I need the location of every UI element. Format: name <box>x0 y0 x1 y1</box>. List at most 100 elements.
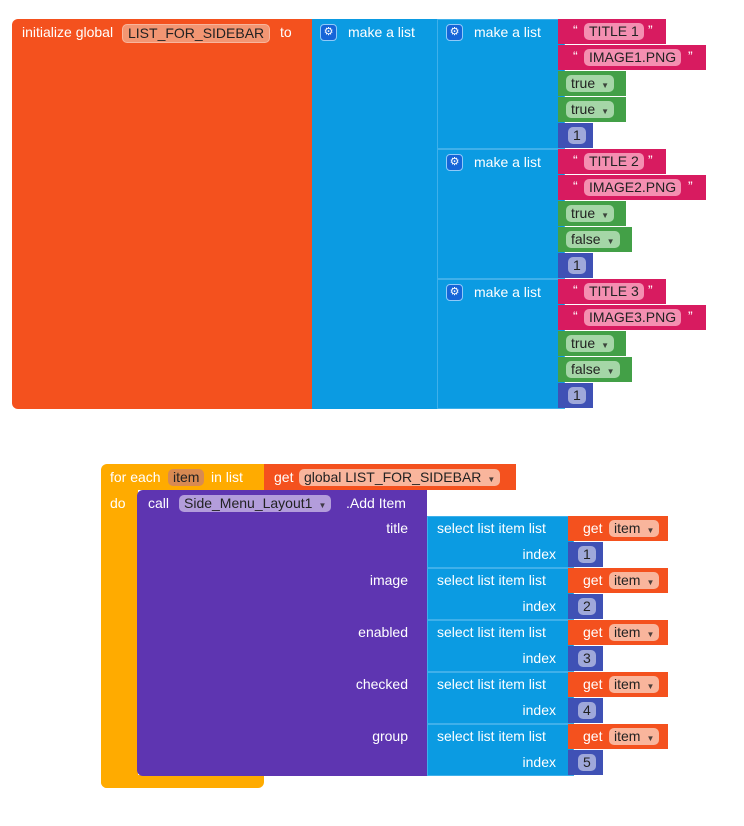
global-variable-dropdown-value: global LIST_FOR_SIDEBAR <box>304 469 482 485</box>
get-label: get <box>583 572 603 588</box>
get-label: get <box>274 469 294 485</box>
initialize-global-block[interactable] <box>12 19 312 409</box>
dropdown-arrow-icon[interactable]: ▼ <box>601 81 610 90</box>
gear-icon[interactable]: ⚙ <box>446 24 463 41</box>
item-variable-dropdown[interactable]: item ▼ <box>609 624 660 641</box>
text-field[interactable]: TITLE 2 <box>584 153 644 170</box>
boolean-dropdown[interactable]: false ▼ <box>566 231 620 248</box>
param-label-title: title <box>386 520 408 536</box>
quote-close: ” <box>648 282 653 298</box>
in-list-label: in list <box>211 469 243 485</box>
get-label: get <box>583 624 603 640</box>
select-list-item-block[interactable] <box>427 672 574 724</box>
select-list-item-label: select list item list <box>437 572 546 588</box>
quote-open: “ <box>573 22 578 38</box>
make-list-outer-block[interactable] <box>312 19 437 409</box>
number-field[interactable]: 1 <box>568 127 586 144</box>
text-field[interactable]: IMAGE1.PNG <box>584 49 682 66</box>
boolean-dropdown[interactable]: false ▼ <box>566 361 620 378</box>
boolean-dropdown[interactable]: true ▼ <box>566 75 615 92</box>
text-field[interactable]: TITLE 1 <box>584 23 644 40</box>
dropdown-arrow-icon[interactable]: ▼ <box>606 237 615 246</box>
gear-icon[interactable]: ⚙ <box>320 24 337 41</box>
call-add-item-block[interactable] <box>137 490 427 776</box>
variable-name-field[interactable]: LIST_FOR_SIDEBAR <box>122 24 271 43</box>
index-label: index <box>522 598 556 614</box>
item-variable-dropdown[interactable]: item ▼ <box>609 676 660 693</box>
index-number-field[interactable]: 1 <box>578 546 596 563</box>
method-label: .Add Item <box>346 495 406 511</box>
quote-open: “ <box>573 152 578 168</box>
do-label: do <box>110 495 126 511</box>
boolean-dropdown-value: true <box>571 75 596 91</box>
boolean-dropdown-value: true <box>571 205 596 221</box>
dropdown-arrow-icon[interactable]: ▼ <box>646 578 655 587</box>
item-variable-dropdown-value: item <box>614 676 641 692</box>
number-field[interactable]: 1 <box>568 257 586 274</box>
text-field[interactable]: IMAGE2.PNG <box>584 179 682 196</box>
item-variable-dropdown[interactable]: item ▼ <box>609 728 660 745</box>
init-to-label: to <box>280 24 292 40</box>
dropdown-arrow-icon[interactable]: ▼ <box>646 526 655 535</box>
loop-variable-field[interactable]: item <box>168 469 205 486</box>
param-label-group: group <box>372 728 408 744</box>
boolean-dropdown[interactable]: true ▼ <box>566 101 615 118</box>
number-field[interactable]: 1 <box>568 387 586 404</box>
gear-icon[interactable]: ⚙ <box>446 284 463 301</box>
quote-open: “ <box>573 308 578 324</box>
component-dropdown[interactable]: Side_Menu_Layout1 ▼ <box>179 495 332 512</box>
param-label-checked: checked <box>355 676 408 692</box>
init-label: initialize global <box>22 24 114 40</box>
gear-icon[interactable]: ⚙ <box>446 154 463 171</box>
boolean-dropdown[interactable]: true ▼ <box>566 205 615 222</box>
item-variable-dropdown[interactable]: item ▼ <box>609 572 660 589</box>
item-variable-dropdown-value: item <box>614 572 641 588</box>
quote-close: ” <box>648 22 653 38</box>
dropdown-arrow-icon[interactable]: ▼ <box>606 367 615 376</box>
param-label-enabled: enabled <box>358 624 408 640</box>
dropdown-arrow-icon[interactable]: ▼ <box>318 501 327 510</box>
for-each-arm <box>101 490 138 788</box>
boolean-dropdown-value: true <box>571 101 596 117</box>
dropdown-arrow-icon[interactable]: ▼ <box>646 734 655 743</box>
index-label: index <box>522 650 556 666</box>
item-variable-dropdown[interactable]: item ▼ <box>609 520 660 537</box>
index-number-field[interactable]: 3 <box>578 650 596 667</box>
dropdown-arrow-icon[interactable]: ▼ <box>646 630 655 639</box>
for-each-label: for each <box>110 469 161 485</box>
select-list-item-label: select list item list <box>437 624 546 640</box>
index-number-field[interactable]: 4 <box>578 702 596 719</box>
select-list-item-label: select list item list <box>437 728 546 744</box>
text-field[interactable]: IMAGE3.PNG <box>584 309 682 326</box>
component-dropdown-value: Side_Menu_Layout1 <box>184 495 313 511</box>
make-list-label: make a list <box>474 284 541 300</box>
boolean-dropdown-value: false <box>571 361 601 377</box>
quote-open: “ <box>573 48 578 64</box>
get-label: get <box>583 728 603 744</box>
quote-close: ” <box>688 48 693 64</box>
dropdown-arrow-icon[interactable]: ▼ <box>601 211 610 220</box>
select-list-item-block[interactable] <box>427 620 574 672</box>
dropdown-arrow-icon[interactable]: ▼ <box>646 682 655 691</box>
boolean-dropdown-value: false <box>571 231 601 247</box>
index-label: index <box>522 754 556 770</box>
make-list-label: make a list <box>474 154 541 170</box>
param-label-image: image <box>369 572 408 588</box>
quote-close: ” <box>688 308 693 324</box>
dropdown-arrow-icon[interactable]: ▼ <box>601 107 610 116</box>
get-label: get <box>583 676 603 692</box>
index-label: index <box>522 546 556 562</box>
make-list-label: make a list <box>474 24 541 40</box>
boolean-dropdown[interactable]: true ▼ <box>566 335 615 352</box>
quote-close: ” <box>688 178 693 194</box>
text-field[interactable]: TITLE 3 <box>584 283 644 300</box>
get-label: get <box>583 520 603 536</box>
index-label: index <box>522 702 556 718</box>
dropdown-arrow-icon[interactable]: ▼ <box>601 341 610 350</box>
index-number-field[interactable]: 5 <box>578 754 596 771</box>
select-list-item-label: select list item list <box>437 676 546 692</box>
select-list-item-label: select list item list <box>437 520 546 536</box>
global-variable-dropdown[interactable]: global LIST_FOR_SIDEBAR ▼ <box>299 469 501 486</box>
dropdown-arrow-icon[interactable]: ▼ <box>487 475 496 484</box>
index-number-field[interactable]: 2 <box>578 598 596 615</box>
